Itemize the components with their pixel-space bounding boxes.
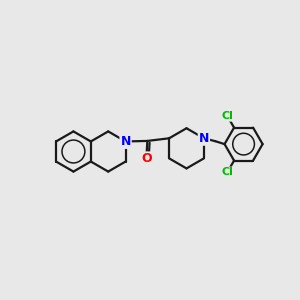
Text: Cl: Cl <box>221 167 233 178</box>
Text: N: N <box>199 132 209 145</box>
Text: O: O <box>141 152 152 165</box>
Text: N: N <box>120 135 131 148</box>
Text: Cl: Cl <box>221 111 233 121</box>
